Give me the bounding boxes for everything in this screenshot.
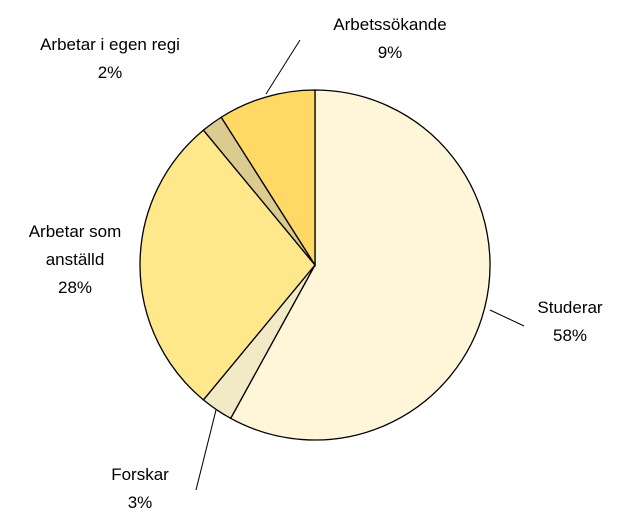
leader-line bbox=[195, 409, 217, 491]
pie-slice bbox=[220, 89, 316, 268]
value-label: 2% bbox=[97, 63, 123, 82]
value-label: 28% bbox=[57, 278, 93, 297]
pie-slice bbox=[229, 89, 491, 441]
slice-label: Forskar 3% bbox=[80, 461, 200, 510]
value-label: 3% bbox=[127, 493, 153, 510]
leader-line bbox=[489, 309, 525, 327]
category-name: Forskar bbox=[111, 465, 169, 484]
category-name: Studerar bbox=[537, 298, 603, 317]
pie-slice bbox=[139, 129, 316, 401]
value-label: 58% bbox=[552, 326, 588, 345]
category-name: Arbetar som anställd bbox=[28, 222, 122, 269]
slice-label: Arbetssökande 9% bbox=[300, 11, 480, 67]
slice-label: Studerar 58% bbox=[510, 294, 622, 350]
slice-label: Arbetar i egen regi 2% bbox=[35, 31, 185, 87]
slice-label: Arbetar som anställd 28% bbox=[5, 218, 145, 302]
leader-line bbox=[265, 39, 301, 95]
category-name: Arbetar i egen regi bbox=[40, 35, 180, 54]
category-name: Arbetssökande bbox=[333, 15, 447, 34]
value-label: 9% bbox=[377, 43, 403, 62]
